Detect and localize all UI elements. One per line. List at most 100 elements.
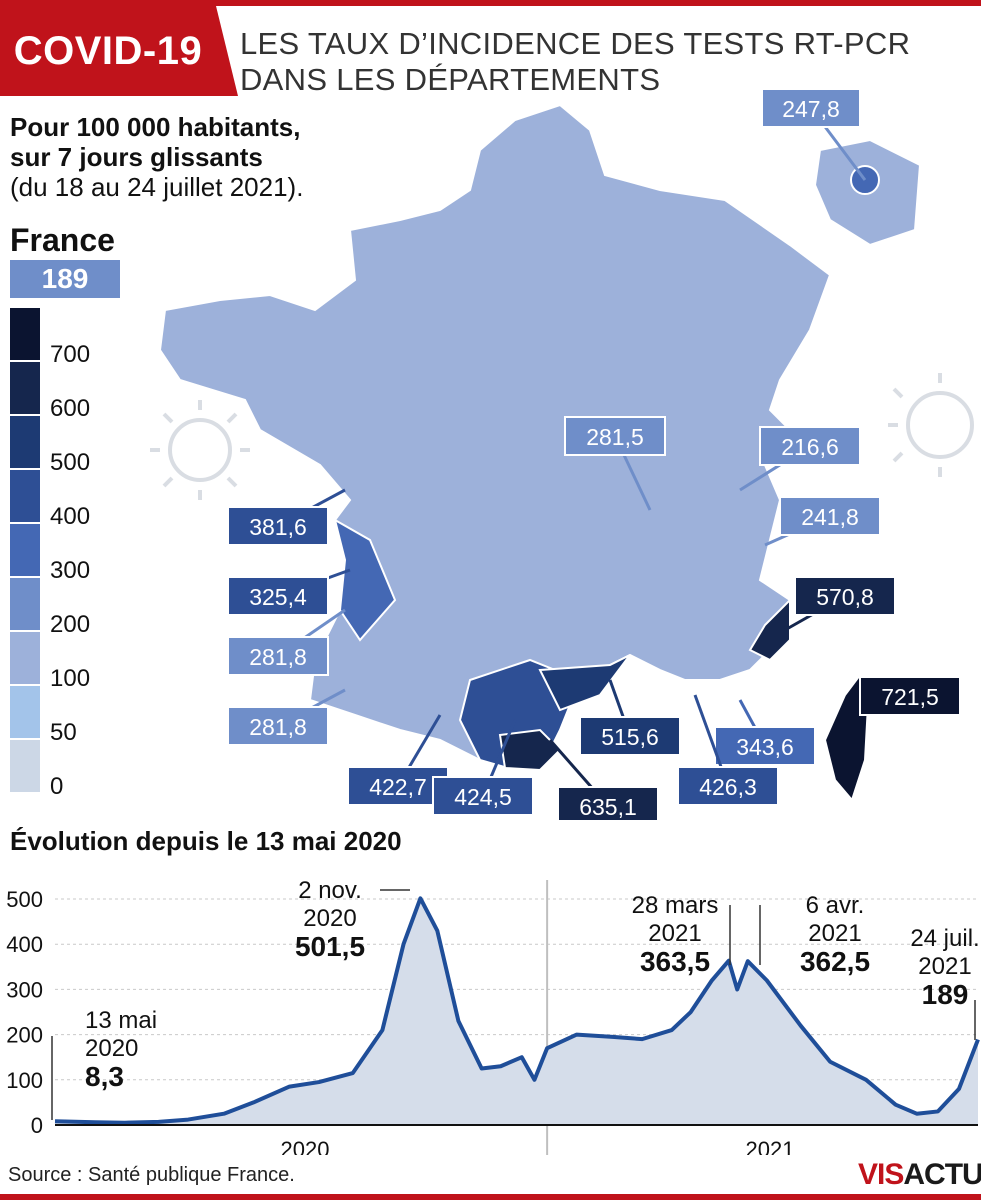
map-callout: 424,5 bbox=[432, 719, 534, 816]
map-callout: 570,8 bbox=[784, 576, 896, 632]
x-tick-label: 2021 bbox=[746, 1137, 795, 1155]
map-callout-value: 247,8 bbox=[782, 96, 840, 122]
map-callout-value: 216,6 bbox=[781, 434, 839, 460]
title-line-1: LES TAUX D’INCIDENCE DES TESTS RT-PCR bbox=[240, 26, 911, 61]
legend-swatch bbox=[10, 524, 40, 576]
legend-tick-label: 50 bbox=[50, 719, 77, 746]
map-callout-value: 241,8 bbox=[801, 504, 859, 530]
annotation-value: 363,5 bbox=[640, 946, 710, 977]
herault-gard bbox=[538, 654, 631, 712]
legend-swatch bbox=[10, 362, 40, 414]
subtitle-line-2: sur 7 jours glissants bbox=[10, 142, 263, 172]
legend-swatch bbox=[10, 470, 40, 522]
y-tick-label: 500 bbox=[6, 887, 43, 912]
page-title: LES TAUX D’INCIDENCE DES TESTS RT-PCR DA… bbox=[240, 26, 960, 98]
legend-swatch bbox=[10, 578, 40, 630]
map-callout: 721,5 bbox=[859, 676, 961, 716]
title-line-2: DANS LES DÉPARTEMENTS bbox=[240, 62, 661, 97]
map-callout: 426,3 bbox=[677, 694, 779, 806]
map-callout: 325,4 bbox=[227, 568, 351, 616]
subtitle: Pour 100 000 habitants, sur 7 jours glis… bbox=[10, 112, 303, 202]
y-tick-label: 0 bbox=[31, 1113, 43, 1138]
southwest-region bbox=[333, 517, 397, 642]
legend-tick-label: 0 bbox=[50, 773, 63, 798]
map-callout-value: 570,8 bbox=[816, 584, 874, 610]
map-callout: 381,6 bbox=[227, 488, 346, 546]
annotation-year: 2021 bbox=[918, 953, 971, 980]
subtitle-line-3: (du 18 au 24 juillet 2021). bbox=[10, 172, 304, 202]
map-callout: 241,8 bbox=[764, 496, 881, 547]
annotation-value: 189 bbox=[922, 979, 969, 1010]
y-tick-label: 200 bbox=[6, 1023, 43, 1048]
source-note: Source : Santé publique France. bbox=[8, 1164, 295, 1186]
series-line bbox=[54, 896, 980, 1125]
annotation-date: 28 mars bbox=[632, 892, 719, 919]
map-callout: 343,6 bbox=[714, 699, 816, 766]
annotation-value: 8,3 bbox=[85, 1061, 124, 1092]
map-callout-value: 343,6 bbox=[736, 734, 794, 760]
map-callout: 281,8 bbox=[227, 688, 346, 746]
legend-swatch bbox=[10, 740, 40, 792]
annotation-value: 362,5 bbox=[800, 946, 870, 977]
map-callout-value: 424,5 bbox=[454, 784, 512, 810]
annotation-date: 2 nov. bbox=[298, 877, 362, 904]
annotation-year: 2020 bbox=[303, 905, 356, 932]
annotation-year: 2020 bbox=[85, 1035, 138, 1062]
legend-swatch bbox=[10, 308, 40, 360]
logo-part-actu: ACTU bbox=[903, 1158, 981, 1191]
map-callout-value: 281,5 bbox=[586, 424, 644, 450]
map-callout-value: 426,3 bbox=[699, 774, 757, 800]
x-tick-label: 2020 bbox=[281, 1137, 330, 1155]
map-callout: 281,5 bbox=[564, 416, 666, 511]
map-callout-value: 635,1 bbox=[579, 794, 637, 820]
legend-tick-label: 300 bbox=[50, 557, 90, 584]
legend-swatch bbox=[10, 686, 40, 738]
map-callout: 281,8 bbox=[227, 608, 346, 676]
legend-swatch bbox=[10, 416, 40, 468]
chart-title: Évolution depuis le 13 mai 2020 bbox=[10, 826, 402, 856]
map-callout-value: 422,7 bbox=[369, 774, 427, 800]
legend-tick-label: 100 bbox=[50, 665, 90, 692]
map-callout-value: 721,5 bbox=[881, 684, 939, 710]
map-callout-value: 281,8 bbox=[249, 644, 307, 670]
annotation-value: 501,5 bbox=[295, 931, 365, 962]
annotation-year: 2021 bbox=[648, 920, 701, 947]
legend-swatch bbox=[10, 632, 40, 684]
series-area bbox=[55, 898, 978, 1125]
y-tick-label: 300 bbox=[6, 977, 43, 1002]
subtitle-line-1: Pour 100 000 habitants, bbox=[10, 112, 301, 142]
value-callouts: 247,8 281,5 216,6 241,8 381,6 325,4 281,8 281,8… bbox=[227, 88, 961, 820]
department-map: 247,8 281,5 216,6 241,8 381,6 325,4 281,8 281,8… bbox=[150, 88, 974, 820]
pyrenees-orientales bbox=[498, 728, 562, 772]
legend-tick-label: 600 bbox=[50, 395, 90, 422]
annotation-date: 24 juil. bbox=[910, 925, 979, 952]
virus-illustration-right bbox=[888, 373, 974, 477]
map-callout: 422,7 bbox=[347, 714, 449, 806]
map-callout: 216,6 bbox=[739, 426, 861, 492]
map-callout-value: 515,6 bbox=[601, 724, 659, 750]
legend-tick-label: 500 bbox=[50, 449, 90, 476]
france-value-box: 189 bbox=[10, 260, 120, 298]
legend-tick-label: 700 bbox=[50, 341, 90, 368]
covid-tag: COVID-19 bbox=[0, 6, 238, 96]
map-callout-value: 381,6 bbox=[249, 514, 307, 540]
visactu-logo: VISACTU bbox=[858, 1158, 981, 1192]
map-callout: 247,8 bbox=[761, 88, 867, 181]
map-callout-value: 325,4 bbox=[249, 584, 307, 610]
annotation-year: 2021 bbox=[808, 920, 861, 947]
virus-illustration-left bbox=[150, 400, 250, 500]
top-accent-rule bbox=[0, 0, 981, 6]
annotation-date: 13 mai bbox=[85, 1007, 157, 1034]
y-tick-label: 100 bbox=[6, 1068, 43, 1093]
alpes-maritimes bbox=[748, 597, 791, 662]
y-tick-label: 400 bbox=[6, 932, 43, 957]
map-callout: 515,6 bbox=[579, 679, 681, 756]
bottom-accent-rule bbox=[0, 1194, 981, 1200]
